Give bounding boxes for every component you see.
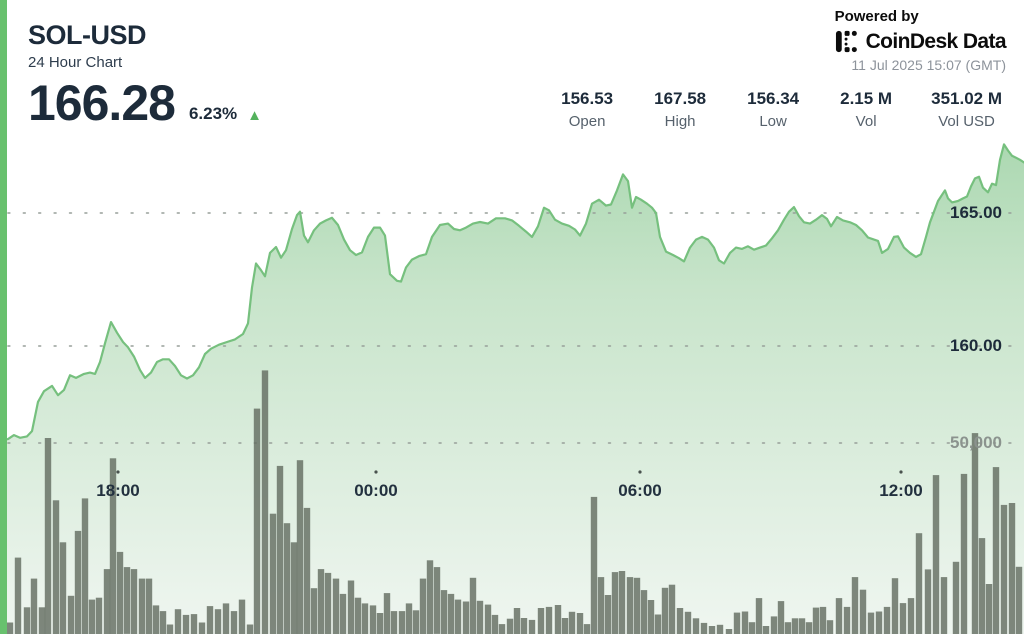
stat-label: Open: [568, 113, 606, 130]
stat-label: Vol: [855, 113, 877, 130]
x-axis-tick: [899, 470, 903, 474]
x-axis-tick: [116, 470, 120, 474]
coindesk-brand-text: CoinDesk Data: [865, 29, 1007, 53]
ohlc-stats-row: 156.53 Open 167.58 High 156.34 Low 2.15 …: [559, 89, 1002, 130]
current-price: 166.28: [28, 75, 176, 132]
price-axis-label: 165.00: [950, 203, 1002, 222]
stat-value: 167.58: [654, 89, 707, 108]
stat-label: High: [664, 113, 696, 130]
up-triangle-icon: ▲: [247, 107, 262, 125]
left-accent-bar: [0, 0, 7, 634]
stat-low: 156.34 Low: [745, 89, 801, 130]
volume-bars: [6, 370, 1023, 634]
stat-value: 156.34: [747, 89, 800, 108]
price-area-fill: [0, 144, 1024, 634]
x-axis-tick: [638, 470, 642, 474]
x-axis-tick: [374, 470, 378, 474]
stat-volume: 2.15 M Vol: [838, 89, 894, 130]
stat-value: 2.15 M: [840, 89, 893, 108]
stat-volume-usd: 351.02 M Vol USD: [931, 89, 1002, 130]
stat-value: 351.02 M: [931, 89, 1002, 108]
price-axis-label: 160.00: [950, 336, 1002, 355]
coindesk-logo-icon: [835, 30, 857, 53]
powered-by-label: Powered by: [834, 8, 919, 25]
instrument-header: SOL-USD 24 Hour Chart 166.28 6.23% ▲: [28, 20, 262, 128]
coindesk-logo[interactable]: CoinDesk Data: [835, 29, 1007, 54]
instrument-title: SOL-USD: [28, 20, 147, 50]
volume-axis-label: 50,000: [950, 433, 1002, 452]
stat-high: 167.58 High: [652, 89, 708, 130]
stat-open: 156.53 Open: [559, 89, 615, 130]
price-line: [0, 143, 1024, 442]
price-row: 166.28 6.23% ▲: [28, 78, 262, 128]
chart-timestamp: 11 Jul 2025 15:07 (GMT): [851, 57, 1006, 73]
stat-label: Low: [759, 113, 787, 130]
stat-value: 156.53: [561, 89, 614, 108]
x-axis-label: 06:00: [618, 481, 662, 500]
chart-period-subtitle: 24 Hour Chart: [28, 54, 123, 72]
coindesk-branding[interactable]: Powered by CoinDesk Data 11 Jul 2025 15:…: [834, 8, 1007, 73]
x-axis-label: 18:00: [96, 481, 140, 500]
x-axis-label: 00:00: [354, 481, 398, 500]
stat-label: Vol USD: [938, 113, 995, 130]
x-axis-label: 12:00: [879, 481, 923, 500]
change-percent: 6.23%: [188, 104, 238, 124]
